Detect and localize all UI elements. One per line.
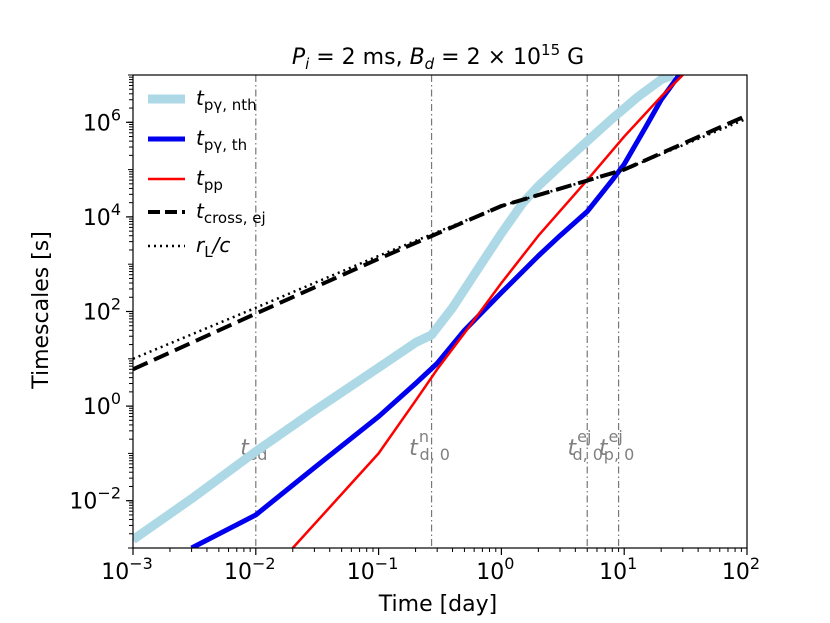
legend-label-2: tpp [196,166,223,194]
legend-label-4: rL/c [196,233,230,261]
legend: tpγ, nth tpγ, th tpp tcross, ej rL/c [148,86,266,261]
series-line-2 [291,75,684,548]
legend-label-1: tpγ, th [196,126,247,154]
y-tick-label-1: 100 [83,389,121,420]
x-tick-label-1: 10−2 [224,554,276,585]
y-tick-label-2: 102 [83,295,121,326]
series-line-1 [190,75,682,548]
series-line-0 [133,75,675,544]
legend-label-0: tpγ, nth [196,86,257,114]
y-tick-label-0: 10−2 [69,484,121,515]
x-axis-title: Time [day] [378,592,497,617]
series-line-3 [133,113,747,372]
marker-label-2: tej d, 0 [568,427,603,464]
x-tick-label-3: 100 [476,554,514,585]
y-axis-title: Timescales [s] [29,231,54,390]
marker-label-1: tn d, 0 [409,427,450,464]
x-tick-label-0: 10−3 [101,554,153,585]
chart-title: Pi = 2 ms, Bd = 2 × 1015 G [292,41,584,73]
x-tick-label-4: 101 [599,554,637,585]
x-tick-label-2: 10−1 [347,554,399,585]
legend-label-3: tcross, ej [196,199,266,227]
marker-label-3: tej p, 0 [599,427,634,464]
x-tick-label-5: 102 [722,554,760,585]
y-tick-label-4: 106 [83,105,121,136]
y-tick-label-3: 104 [83,200,121,231]
